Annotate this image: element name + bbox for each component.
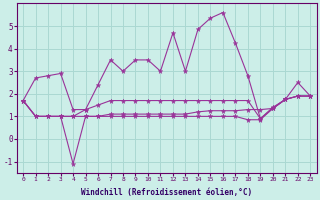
- X-axis label: Windchill (Refroidissement éolien,°C): Windchill (Refroidissement éolien,°C): [81, 188, 252, 197]
